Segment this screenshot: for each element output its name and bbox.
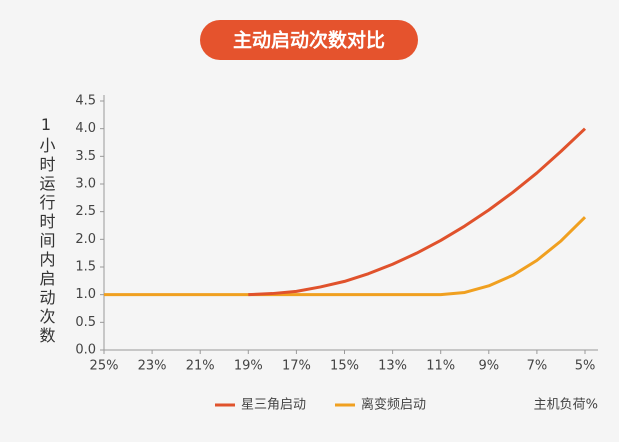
x-tick-label: 7%	[527, 359, 548, 374]
x-tick-label: 5%	[575, 359, 596, 374]
chart-title: 主动启动次数对比	[233, 29, 385, 52]
x-tick-label: 21%	[186, 359, 215, 374]
y-tick-label: 2.5	[75, 204, 96, 219]
x-tick-label: 13%	[378, 359, 407, 374]
x-axis-label: 主机负荷%	[534, 398, 598, 413]
title-pill	[200, 20, 418, 60]
legend-label: 星三角启动	[241, 398, 306, 413]
y-tick-label: 4.0	[75, 121, 96, 136]
y-axis-label: 1小时运行时间内启动次数	[37, 115, 56, 346]
x-tick-label: 15%	[330, 359, 359, 374]
y-tick-label: 1.0	[75, 287, 96, 302]
x-tick-label: 19%	[234, 359, 263, 374]
series-line	[104, 216, 587, 297]
y-tick-label: 4.5	[75, 94, 96, 109]
y-tick-label: 3.0	[75, 177, 96, 192]
x-tick-label: 25%	[90, 359, 119, 374]
x-tick-label: 11%	[426, 359, 455, 374]
series-line	[248, 127, 587, 297]
x-tick-label: 9%	[478, 359, 499, 374]
y-tick-label: 3.5	[75, 149, 96, 164]
legend-label: 离变频启动	[361, 397, 426, 413]
x-tick-label: 17%	[282, 359, 311, 374]
x-tick-label: 23%	[138, 359, 167, 374]
y-tick-label: 0.5	[75, 315, 96, 330]
y-tick-label: 1.5	[75, 260, 96, 275]
y-tick-label: 0.0	[75, 343, 96, 358]
y-tick-label: 2.0	[75, 232, 96, 247]
